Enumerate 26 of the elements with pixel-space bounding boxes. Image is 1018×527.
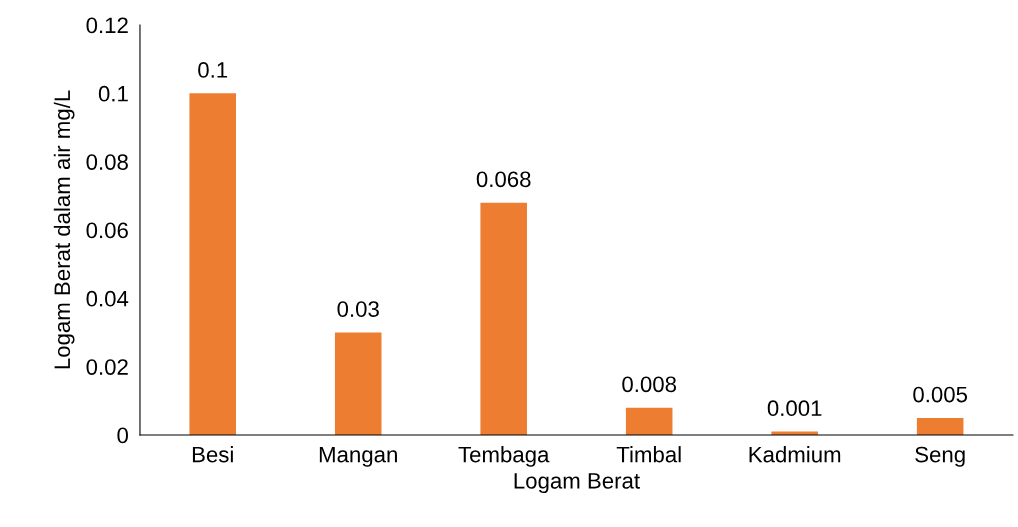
bar <box>334 332 382 435</box>
x-tick-label: Mangan <box>319 446 397 467</box>
y-axis-title: Logam Berat dalam air mg/L <box>53 90 75 369</box>
bar <box>189 93 236 435</box>
y-tick-label: 0.12 <box>86 17 128 34</box>
y-tick-label: 0 <box>117 427 128 444</box>
x-axis-title: Logam Berat <box>514 473 640 494</box>
bar <box>480 202 527 435</box>
y-tick-label: 0.02 <box>86 359 128 375</box>
data-label: 0.008 <box>622 376 677 393</box>
y-tick-label: 0.04 <box>86 290 129 307</box>
data-label: 0.005 <box>913 386 968 403</box>
x-tick-label: Kadmium <box>749 446 841 463</box>
data-label: 0.001 <box>767 400 822 417</box>
y-tick-label: 0.08 <box>86 154 128 170</box>
data-label: 0.068 <box>476 171 531 188</box>
y-tick-label: 0.06 <box>86 222 128 239</box>
bar <box>625 407 673 435</box>
bar <box>916 417 964 435</box>
x-tick-label: Seng <box>915 446 965 467</box>
x-tick-label: Besi <box>192 446 233 463</box>
x-tick-label: Timbal <box>616 446 681 463</box>
data-label: 0.03 <box>337 301 379 317</box>
data-label: 0.1 <box>198 62 228 78</box>
x-tick-label: Tembaga <box>458 446 550 467</box>
y-tick-label: 0.1 <box>98 85 128 102</box>
